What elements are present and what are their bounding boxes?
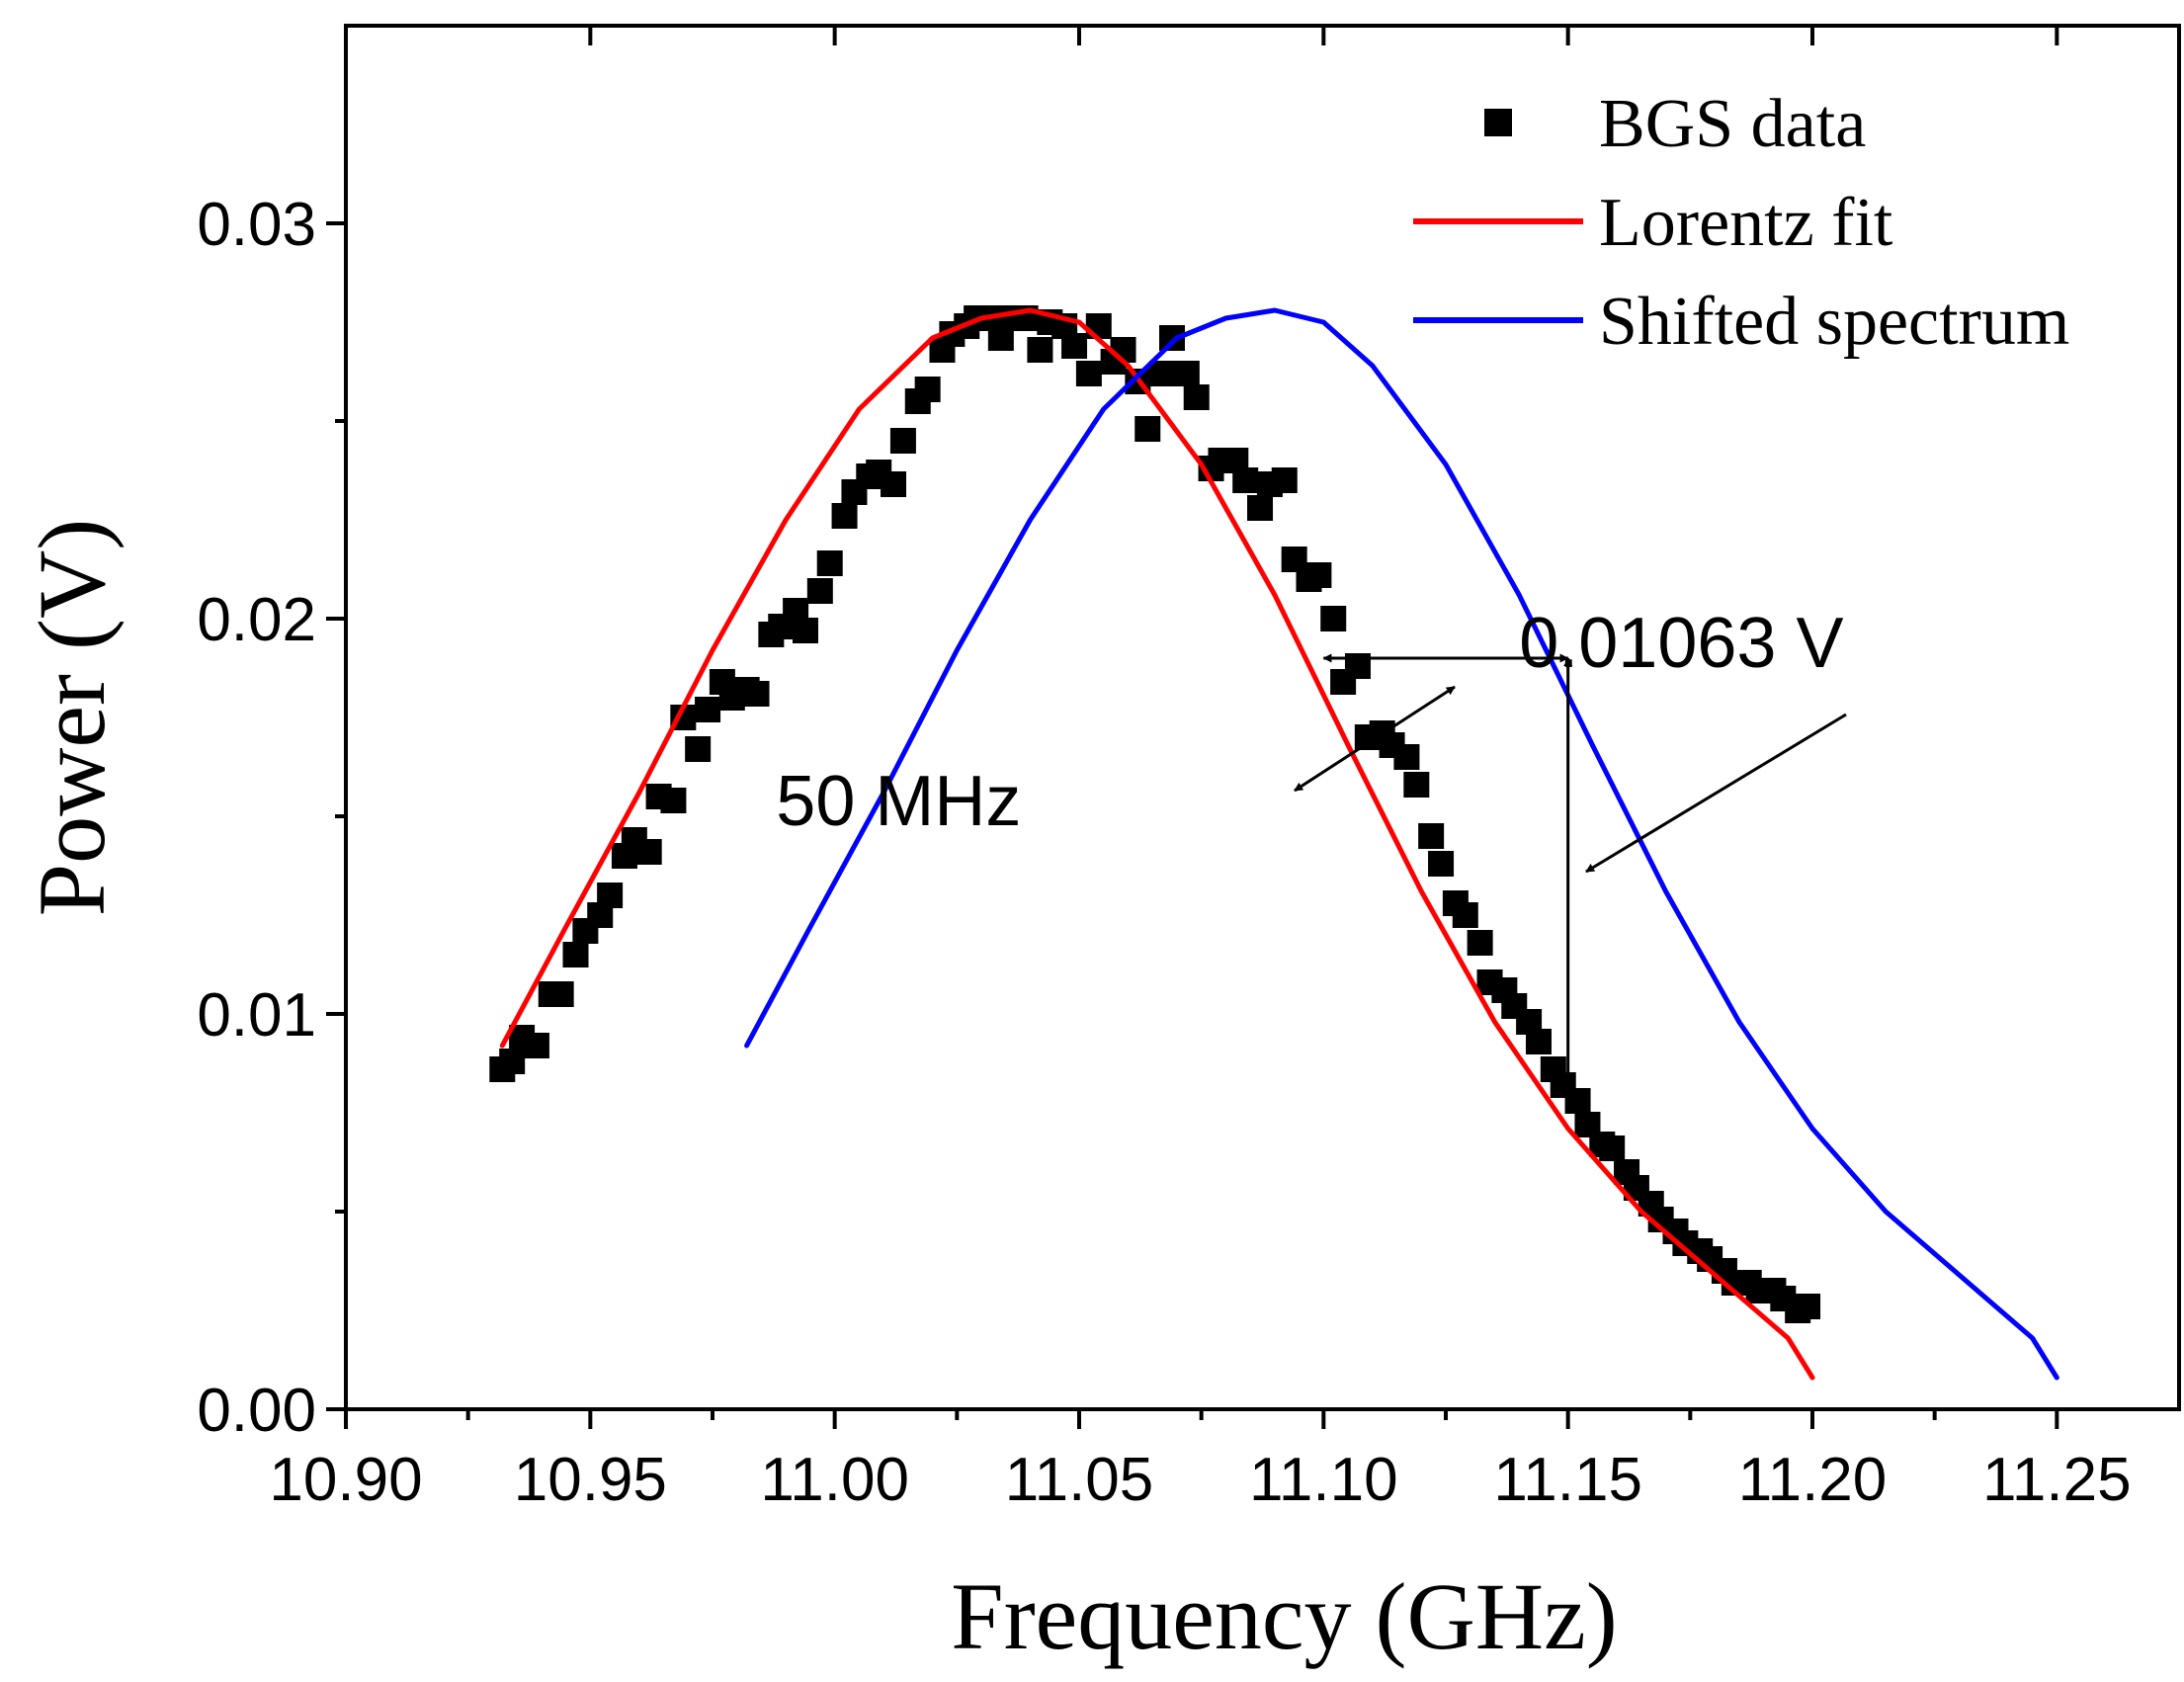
legend-label: Lorentz fit: [1599, 185, 1893, 261]
bgs-data-point: [1795, 1294, 1821, 1319]
bgs-data-point: [806, 578, 833, 604]
bgs-data-point: [1061, 333, 1088, 359]
x-tick-label: 11.20: [1738, 1446, 1888, 1514]
x-tick-label: 10.95: [514, 1446, 667, 1514]
x-tick-label: 11.05: [1005, 1446, 1154, 1514]
y-tick-label: 0.01: [197, 981, 316, 1050]
bgs-data-point: [635, 839, 662, 865]
bgs-data-point: [1320, 606, 1347, 631]
bgs-data-point: [1525, 1029, 1552, 1054]
bgs-data-point: [660, 788, 687, 813]
legend-label: BGS data: [1599, 86, 1866, 162]
x-tick-label: 11.10: [1249, 1446, 1398, 1514]
bgs-data-point: [1271, 467, 1298, 493]
bgs-data-point: [1149, 361, 1176, 386]
bgs-data-point: [1173, 361, 1200, 386]
bgs-data-point: [743, 681, 770, 707]
y-tick-label: 0.02: [197, 586, 316, 654]
y-axis-title: Power (V): [19, 519, 125, 917]
bgs-data-point: [1085, 313, 1112, 339]
bgs-data-point: [1027, 337, 1053, 363]
bgs-data-point: [1232, 467, 1259, 493]
bgs-data-point: [816, 550, 843, 576]
shifted-spectrum-line: [744, 307, 2059, 1381]
legend-label: Shifted spectrum: [1599, 284, 2069, 360]
bgs-data-point: [499, 1049, 526, 1074]
annotation-01063v: 0.01063 V: [1519, 604, 1843, 683]
annotation-pointer-50mhz: [1294, 685, 1456, 793]
bgs-data-point: [1564, 1088, 1591, 1114]
bgs-data-point: [1134, 416, 1161, 442]
bgs-data-point: [1183, 384, 1210, 410]
bgs-data-point: [597, 883, 624, 908]
x-axis-title: Frequency (GHz): [951, 1563, 1617, 1669]
y-tick-label: 0.03: [197, 191, 316, 259]
bgs-data-point: [914, 377, 941, 402]
bgs-data-point: [1428, 851, 1455, 877]
bgs-data-point: [1247, 495, 1274, 521]
lorentz-fit-line: [499, 307, 1815, 1381]
bgs-data-point: [562, 942, 589, 967]
x-tick-label: 11.00: [760, 1446, 909, 1514]
x-tick-label: 11.15: [1493, 1446, 1642, 1514]
bgs-data-point: [547, 981, 574, 1007]
bgs-data-point: [1075, 361, 1102, 386]
bgs-data-point: [685, 736, 712, 762]
bgs-data-point: [792, 618, 818, 643]
bgs-data-point: [831, 503, 858, 529]
bgs-data-point: [889, 428, 916, 454]
annotation-pointer-01063v: [1585, 713, 1847, 874]
annotation-50mhz: 50 MHz: [776, 762, 1021, 841]
x-tick-label: 11.25: [1982, 1446, 2132, 1514]
bgs-data-point: [1305, 562, 1332, 588]
bgs-data-point: [1599, 1135, 1626, 1161]
bgs-data-point: [1403, 772, 1430, 798]
y-tick-label: 0.00: [197, 1377, 316, 1445]
bgs-data-point: [1418, 823, 1445, 849]
bgs-data-point: [1452, 902, 1478, 928]
legend-marker-bgs-data: [1484, 109, 1512, 136]
bgs-data-point: [1467, 930, 1493, 956]
bgs-data-point: [695, 697, 721, 722]
bgs-data-point: [881, 471, 907, 497]
plot-frame: [344, 24, 2181, 1411]
bgs-data-point: [1393, 744, 1420, 770]
x-tick-label: 10.90: [269, 1446, 422, 1514]
bgs-data-point: [523, 1033, 549, 1058]
